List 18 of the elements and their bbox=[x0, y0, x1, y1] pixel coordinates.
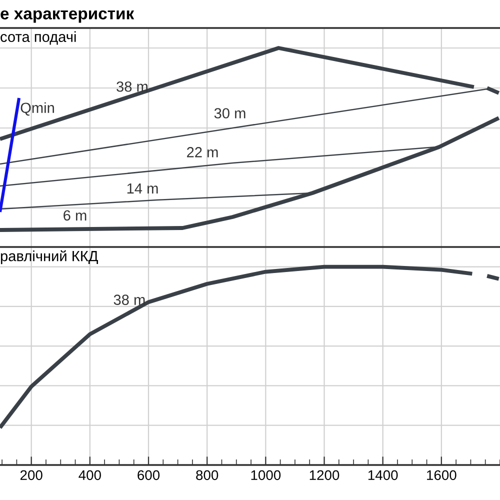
series-label: 6 m bbox=[64, 210, 86, 221]
series-label: Qmin bbox=[20, 102, 54, 116]
y-axis-title: равлічний ККД bbox=[0, 250, 98, 264]
x-tick-label: 1200 bbox=[310, 470, 340, 480]
series-label: 14 m bbox=[127, 183, 158, 194]
x-tick-label: 1000 bbox=[251, 470, 281, 480]
series-label: 22 m bbox=[187, 147, 218, 158]
x-tick-label: 800 bbox=[196, 470, 218, 480]
x-tick-label: 1600 bbox=[427, 470, 456, 480]
series-label: 30 m bbox=[214, 108, 246, 118]
series-label: 38 m bbox=[116, 81, 148, 92]
y-axis-title: сота подачі bbox=[0, 31, 76, 45]
x-tick-label: 1400 bbox=[368, 470, 398, 480]
x-tick-label: 200 bbox=[20, 470, 42, 480]
series-label: 38 m bbox=[114, 294, 145, 305]
x-tick-label: 600 bbox=[138, 470, 160, 480]
chart-title: е характеристик bbox=[0, 10, 134, 23]
x-tick-label: 400 bbox=[78, 470, 101, 480]
